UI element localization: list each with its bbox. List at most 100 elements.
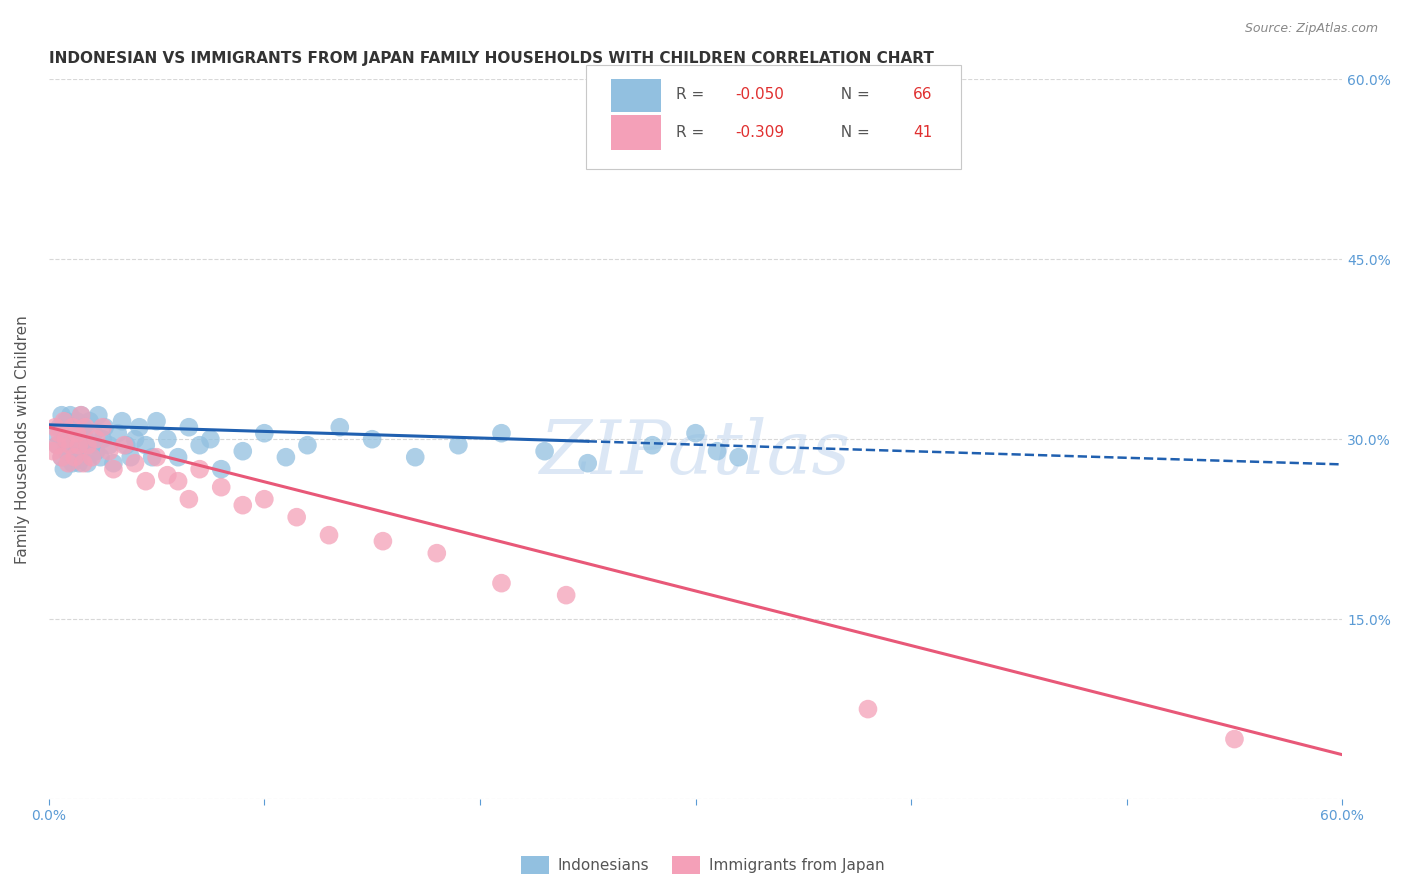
Point <box>112 438 135 452</box>
Point <box>156 432 179 446</box>
Text: INDONESIAN VS IMMIGRANTS FROM JAPAN FAMILY HOUSEHOLDS WITH CHILDREN CORRELATION : INDONESIAN VS IMMIGRANTS FROM JAPAN FAMI… <box>49 51 934 66</box>
Point <box>188 462 211 476</box>
Point <box>84 432 107 446</box>
Point <box>67 426 90 441</box>
Point <box>177 420 200 434</box>
Point <box>46 438 69 452</box>
Point <box>141 450 163 465</box>
Point <box>59 438 82 452</box>
Point <box>75 432 97 446</box>
Point <box>167 450 190 465</box>
Point <box>209 462 232 476</box>
Point <box>91 420 114 434</box>
Point <box>67 438 90 452</box>
Point <box>329 420 352 434</box>
Point <box>70 408 93 422</box>
Point <box>103 456 125 470</box>
Point <box>46 438 69 452</box>
Point <box>107 426 129 441</box>
Point <box>555 588 578 602</box>
Point <box>447 438 470 452</box>
Text: 41: 41 <box>912 125 932 140</box>
Point <box>52 462 75 476</box>
Point <box>44 420 66 434</box>
Legend: Indonesians, Immigrants from Japan: Indonesians, Immigrants from Japan <box>515 850 891 880</box>
Text: R =: R = <box>676 87 709 102</box>
Point <box>72 420 94 434</box>
Point <box>72 438 94 452</box>
Point <box>135 474 157 488</box>
Point <box>274 450 297 465</box>
Point <box>79 414 101 428</box>
Point <box>145 450 167 465</box>
Text: N =: N = <box>831 125 875 140</box>
Point <box>1223 732 1246 747</box>
Point <box>51 408 73 422</box>
Point <box>103 462 125 476</box>
Point <box>361 432 384 446</box>
Point <box>285 510 308 524</box>
FancyBboxPatch shape <box>612 78 661 112</box>
Point <box>727 450 749 465</box>
Point <box>426 546 449 560</box>
Point <box>706 444 728 458</box>
Point <box>533 444 555 458</box>
Point <box>56 426 79 441</box>
Point <box>87 408 110 422</box>
Point <box>115 438 138 452</box>
Point <box>98 444 121 458</box>
Point <box>52 414 75 428</box>
Text: -0.309: -0.309 <box>735 125 785 140</box>
Point <box>297 438 319 452</box>
Point <box>135 438 157 452</box>
Point <box>209 480 232 494</box>
Point <box>72 456 94 470</box>
Point <box>253 492 276 507</box>
Point <box>641 438 664 452</box>
Point <box>177 492 200 507</box>
Point <box>491 426 513 441</box>
Point <box>156 468 179 483</box>
Point <box>200 432 222 446</box>
Point <box>685 426 707 441</box>
Text: N =: N = <box>831 87 875 102</box>
Point <box>491 576 513 591</box>
Y-axis label: Family Households with Children: Family Households with Children <box>15 315 30 564</box>
Text: -0.050: -0.050 <box>735 87 785 102</box>
FancyBboxPatch shape <box>585 65 960 169</box>
Point <box>120 450 142 465</box>
Text: 66: 66 <box>912 87 932 102</box>
Point <box>111 414 134 428</box>
Point <box>124 456 146 470</box>
Text: Source: ZipAtlas.com: Source: ZipAtlas.com <box>1244 22 1378 36</box>
Point <box>44 426 66 441</box>
Point <box>75 420 97 434</box>
Point <box>56 456 79 470</box>
Point <box>52 432 75 446</box>
Point <box>89 450 111 465</box>
Point <box>80 450 103 465</box>
Point <box>167 474 190 488</box>
Point <box>188 438 211 452</box>
Text: ZIPatlas: ZIPatlas <box>540 417 851 490</box>
Point <box>62 420 84 434</box>
Point <box>576 456 599 470</box>
Point <box>83 426 105 441</box>
Point <box>55 432 77 446</box>
Point <box>70 444 93 458</box>
Point <box>48 426 70 441</box>
Point <box>80 438 103 452</box>
Point <box>145 414 167 428</box>
Point <box>63 450 86 465</box>
Point <box>76 438 98 452</box>
Point <box>63 432 86 446</box>
Point <box>76 456 98 470</box>
FancyBboxPatch shape <box>612 115 661 150</box>
Point <box>51 450 73 465</box>
Point <box>371 534 394 549</box>
Point <box>62 456 84 470</box>
Point <box>253 426 276 441</box>
Point <box>42 444 65 458</box>
Point <box>856 702 879 716</box>
Point <box>48 420 70 434</box>
